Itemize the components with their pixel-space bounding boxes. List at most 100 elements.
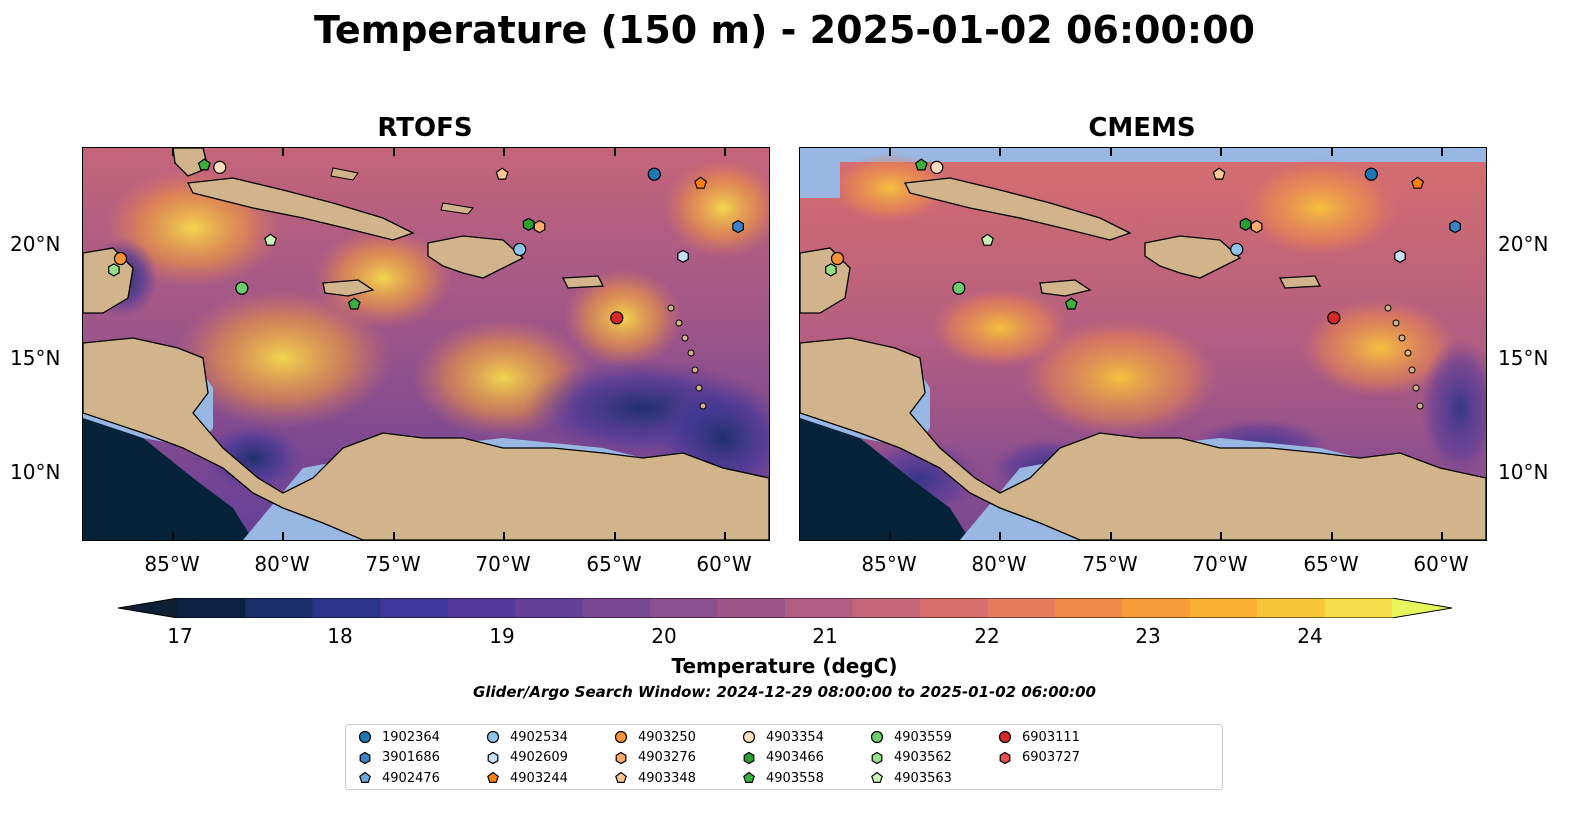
colorbar-segment — [650, 598, 719, 618]
float-marker — [522, 217, 535, 231]
legend-entry: 4903250 — [614, 727, 696, 747]
float-marker — [610, 311, 624, 325]
legend-entry-label: 4903348 — [638, 770, 696, 786]
hexagon-marker-icon — [871, 751, 883, 764]
float-marker — [1230, 242, 1244, 257]
float-marker — [264, 233, 277, 246]
hexagon-marker-icon — [615, 751, 627, 764]
float-marker — [235, 281, 249, 295]
map-panel-cmems[interactable] — [799, 147, 1487, 541]
pentagon-marker-icon — [359, 771, 371, 783]
legend-entry-label: 4903559 — [894, 729, 952, 745]
legend-entry-label: 4903466 — [766, 750, 824, 765]
float-marker — [830, 251, 845, 266]
pentagon-marker-icon — [487, 771, 499, 783]
legend-entry-label: 4903558 — [766, 770, 824, 786]
land-hispaniola — [427, 235, 525, 279]
colorbar-segment — [919, 598, 988, 618]
lon-label: 60°W — [696, 552, 752, 576]
float-marker — [113, 251, 128, 266]
lat-label: 20°N — [1498, 232, 1549, 256]
colorbar-segment — [717, 598, 786, 618]
legend-entry: 4903348 — [614, 768, 696, 788]
lat-label: 15°N — [1498, 346, 1549, 370]
colorbar-segment — [245, 598, 314, 618]
figure-title: Temperature (150 m) - 2025-01-02 06:00:0… — [313, 8, 1255, 52]
float-marker — [1064, 297, 1078, 310]
float-marker — [914, 158, 928, 171]
legend-entry-label: 1902364 — [382, 729, 440, 745]
colorbar-segment — [1122, 598, 1191, 618]
lon-label: 70°W — [1192, 552, 1248, 576]
colorbar-segment — [785, 598, 853, 618]
legend-entry-label: 4903244 — [510, 770, 568, 786]
float-marker — [1327, 311, 1341, 325]
lon-label: 65°W — [586, 552, 642, 576]
float-marker — [1449, 219, 1461, 234]
hexagon-marker-icon — [999, 751, 1011, 764]
colorbar-tick: 18 — [327, 624, 353, 648]
colorbar-tick: 17 — [167, 624, 193, 648]
land-cuba — [187, 177, 415, 241]
float-legend: 1902364 3901686 4902476 4902534 4902609 49032… — [345, 724, 1223, 790]
float-marker — [1250, 219, 1263, 234]
legend-entry: 4902534 — [486, 727, 568, 747]
lat-label: 10°N — [1498, 460, 1549, 484]
float-marker — [952, 281, 966, 295]
legend-entry: 3901686 — [358, 748, 440, 768]
lon-label: 65°W — [1303, 552, 1359, 576]
float-marker — [1394, 249, 1406, 263]
colorbar-segment — [380, 598, 449, 618]
pentagon-marker-icon — [743, 771, 755, 783]
float-marker — [513, 242, 527, 257]
float-marker — [647, 167, 661, 181]
float-marker — [1411, 176, 1425, 189]
colorbar — [117, 597, 1453, 619]
float-marker — [108, 263, 120, 277]
legend-entry: 1902364 — [358, 727, 440, 747]
circle-marker-icon — [614, 730, 628, 744]
colorbar-segment — [1189, 598, 1258, 618]
float-marker — [495, 167, 509, 180]
lon-label: 85°W — [144, 552, 200, 576]
colorbar-tick: 20 — [651, 624, 677, 648]
float-marker — [930, 160, 944, 174]
circle-marker-icon — [358, 730, 372, 744]
colorbar-tick: 24 — [1297, 624, 1323, 648]
colorbar-segment — [312, 598, 381, 618]
colorbar-tick: 22 — [974, 624, 1000, 648]
legend-entry: 4902476 — [358, 768, 440, 788]
lon-label: 85°W — [861, 552, 917, 576]
float-marker — [347, 297, 361, 310]
land-central-america — [83, 337, 769, 540]
colorbar-over-extension — [1392, 598, 1452, 618]
colorbar-segment — [852, 598, 921, 618]
lon-label: 75°W — [1082, 552, 1138, 576]
float-marker — [1364, 167, 1378, 181]
legend-entry: 4903354 — [742, 727, 824, 747]
legend-entry-label: 6903111 — [1022, 729, 1080, 745]
colorbar-segment — [515, 598, 584, 618]
float-marker — [732, 219, 744, 234]
colorbar-segment — [447, 598, 516, 618]
colorbar-segment — [1324, 598, 1393, 618]
circle-marker-icon — [998, 730, 1012, 744]
colorbar-label: Temperature (degC) — [671, 654, 898, 678]
colorbar-segment — [1054, 598, 1123, 618]
float-marker — [981, 233, 994, 246]
legend-entry: 4903244 — [486, 768, 568, 788]
legend-entry: 6903111 — [998, 727, 1080, 747]
legend-entry-label: 4903563 — [894, 770, 952, 786]
legend-entry: 4903559 — [870, 727, 952, 747]
lon-label: 70°W — [475, 552, 531, 576]
panel-title-rtofs: RTOFS — [377, 113, 473, 143]
lon-label: 60°W — [1413, 552, 1469, 576]
map-panel-rtofs[interactable] — [82, 147, 770, 541]
pentagon-marker-icon — [871, 771, 883, 783]
legend-entry: 4902609 — [486, 748, 568, 768]
legend-entry-label: 4902534 — [510, 729, 568, 745]
legend-entry: 4903563 — [870, 768, 952, 788]
legend-entry: 4903562 — [870, 748, 952, 768]
legend-entry: 4903276 — [614, 748, 696, 768]
float-marker — [1212, 167, 1226, 180]
